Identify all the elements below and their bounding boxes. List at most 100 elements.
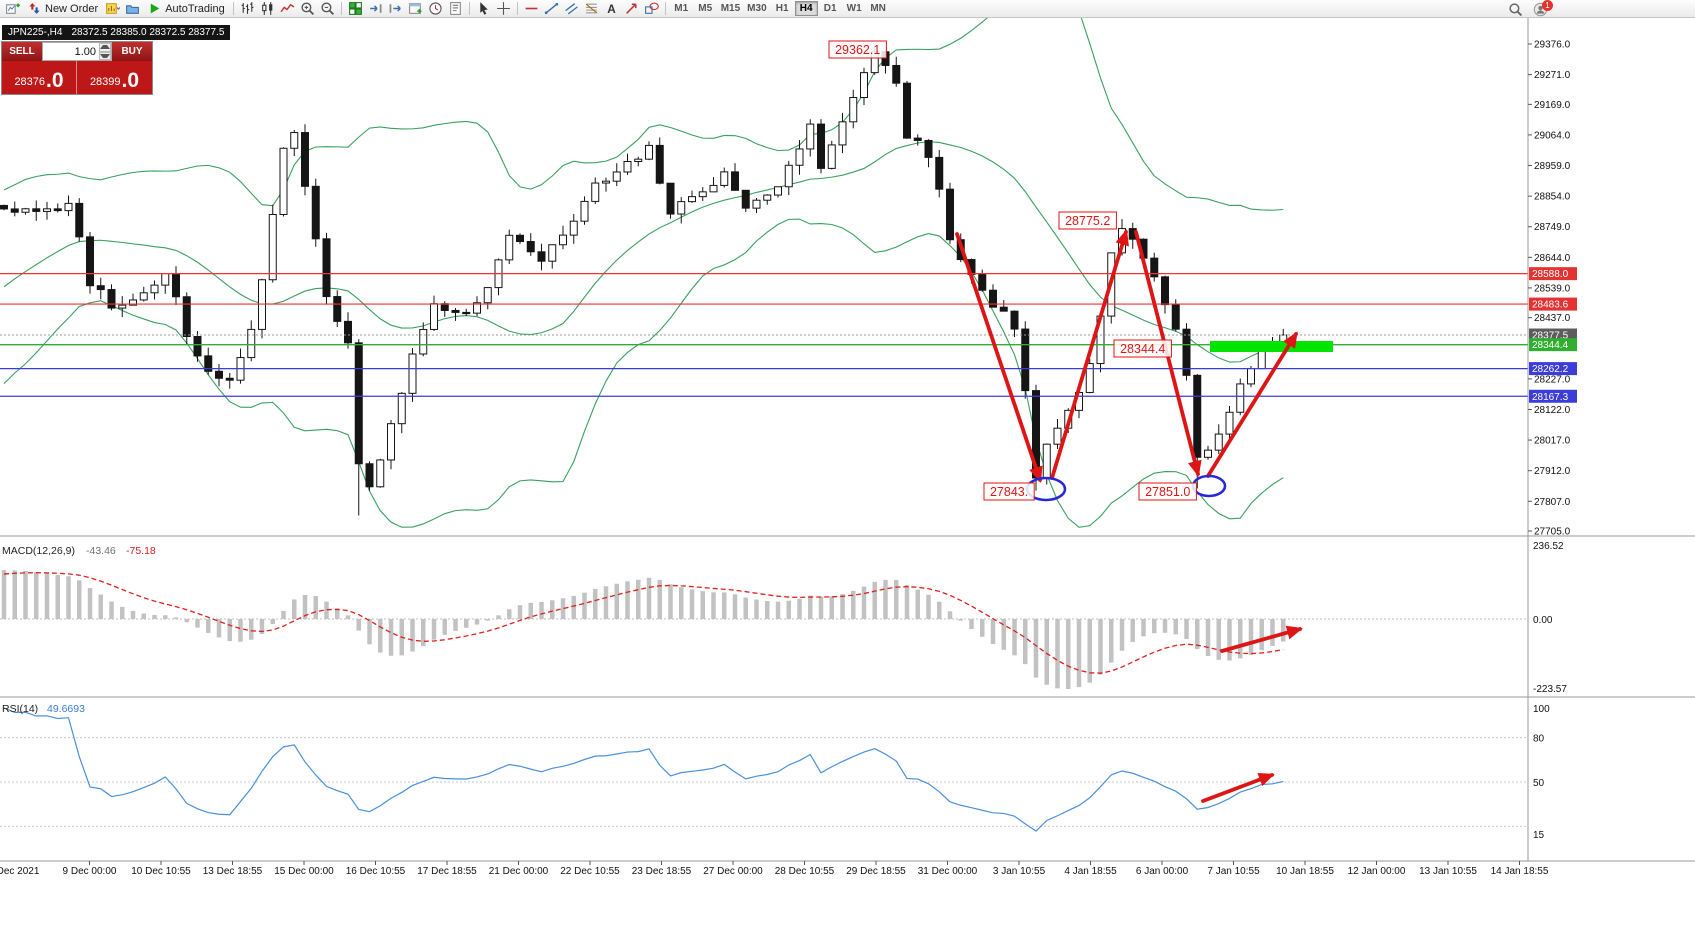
- svg-text:28 Dec 10:55: 28 Dec 10:55: [775, 866, 835, 877]
- chart-shift-button[interactable]: [386, 1, 405, 17]
- new-chart-icon: [6, 3, 20, 14]
- equidistant-channel-icon: [564, 3, 578, 15]
- text-button[interactable]: A: [602, 1, 621, 17]
- auto-scroll-button[interactable]: [366, 1, 385, 17]
- svg-text:28262.2: 28262.2: [1532, 364, 1569, 375]
- trendline-button[interactable]: [542, 1, 561, 17]
- line-chart-icon: [280, 3, 295, 13]
- timeframe-m1-button[interactable]: M1: [670, 1, 693, 16]
- macd-signal-line: [3, 572, 1284, 674]
- sell-button[interactable]: SELL: [2, 42, 42, 61]
- svg-text:80: 80: [1533, 734, 1545, 745]
- volume-down-button[interactable]: [99, 51, 111, 60]
- svg-text:28854.0: 28854.0: [1534, 192, 1571, 203]
- svg-text:Dec 2021: Dec 2021: [0, 866, 40, 877]
- svg-text:28483.6: 28483.6: [1532, 300, 1569, 311]
- buy-price-main: 28399: [89, 76, 121, 88]
- search-button[interactable]: [1506, 1, 1525, 17]
- equidistant-channel-button[interactable]: [562, 1, 581, 17]
- horizontal-line-button[interactable]: [522, 1, 541, 17]
- crosshair-button[interactable]: [494, 1, 513, 17]
- timeframe-w1-button[interactable]: W1: [843, 1, 866, 16]
- toolbar-right: 1: [1506, 0, 1553, 17]
- bollinger-bands-layer: [3, 18, 1284, 528]
- timeframe-m30-button[interactable]: M30: [744, 1, 769, 16]
- bar-chart-icon: [241, 2, 254, 14]
- timeframe-mn-button[interactable]: MN: [867, 1, 890, 16]
- chart-shift-icon: [389, 4, 401, 13]
- bollinger-upper-line: [3, 18, 1284, 211]
- new-chart-button[interactable]: [3, 1, 22, 17]
- timeframe-h1-button[interactable]: H1: [771, 1, 794, 16]
- svg-text:29169.0: 29169.0: [1534, 100, 1571, 111]
- pane-separators: [0, 18, 1695, 862]
- buy-price[interactable]: 28399 .0: [77, 61, 152, 94]
- zoom-in-button[interactable]: [298, 1, 317, 17]
- new-order-label: New Order: [45, 2, 99, 15]
- ohlc-values: 28372.5 28385.0 28372.5 28377.5: [71, 27, 225, 38]
- svg-text:31 Dec 00:00: 31 Dec 00:00: [918, 866, 978, 877]
- timeframe-h4-button[interactable]: H4: [794, 1, 818, 16]
- cursor-button[interactable]: [474, 1, 493, 17]
- svg-text:27807.0: 27807.0: [1534, 497, 1571, 508]
- svg-text:22 Dec 10:55: 22 Dec 10:55: [560, 866, 620, 877]
- timeframe-d1-button[interactable]: D1: [819, 1, 842, 16]
- trade-panel-controls: SELL 1.00 BUY: [2, 42, 152, 61]
- toolbar-separator: [516, 2, 518, 15]
- trend-arrows-layer: [955, 229, 1303, 803]
- svg-text:100: 100: [1533, 704, 1550, 715]
- svg-text:29064.0: 29064.0: [1534, 130, 1571, 141]
- text-icon: A: [607, 3, 616, 16]
- svg-text:15 Dec 00:00: 15 Dec 00:00: [274, 866, 334, 877]
- arrow-tools-button[interactable]: [622, 1, 641, 17]
- svg-text:7 Jan 10:55: 7 Jan 10:55: [1207, 866, 1260, 877]
- cursor-icon: [480, 2, 488, 15]
- line-chart-button[interactable]: [278, 1, 297, 17]
- toolbar-separator: [232, 2, 234, 15]
- svg-text:16 Dec 10:55: 16 Dec 10:55: [346, 866, 406, 877]
- charts-dropdown-button[interactable]: [103, 1, 122, 17]
- tile-windows-icon: [348, 2, 362, 15]
- volume-value[interactable]: 1.00: [74, 45, 96, 58]
- svg-text:236.52: 236.52: [1533, 541, 1564, 552]
- bar-chart-button[interactable]: [238, 1, 257, 17]
- chart-canvas[interactable]: 29376.0 29271.0 29169.0 29064.0 28959.0 28854…: [0, 18, 1695, 949]
- svg-text:6 Jan 00:00: 6 Jan 00:00: [1136, 866, 1189, 877]
- volume-stepper[interactable]: 1.00: [42, 42, 112, 61]
- profiles-button[interactable]: [123, 1, 142, 17]
- svg-text:28344.4: 28344.4: [1120, 342, 1165, 356]
- fibonacci-button[interactable]: [582, 1, 601, 17]
- zoom-out-button[interactable]: [318, 1, 337, 17]
- svg-text:10 Jan 18:55: 10 Jan 18:55: [1276, 866, 1334, 877]
- svg-text:17 Dec 18:55: 17 Dec 18:55: [417, 866, 477, 877]
- volume-up-button[interactable]: [99, 43, 111, 52]
- new-window-button[interactable]: [406, 1, 425, 17]
- one-click-trading-panel: SELL 1.00 BUY 28376 .0 28399 .0: [2, 42, 152, 94]
- notification-badge: 1: [1542, 0, 1553, 11]
- timeframe-m5-button[interactable]: M5: [694, 1, 717, 16]
- profiles-icon: [126, 5, 140, 14]
- buy-button[interactable]: BUY: [112, 42, 152, 61]
- timeframe-m15-button[interactable]: M15: [718, 1, 743, 16]
- symbol-period: JPN225-,H4: [8, 27, 63, 38]
- svg-text:28227.0: 28227.0: [1534, 374, 1571, 385]
- svg-text:28122.0: 28122.0: [1534, 405, 1571, 416]
- sell-price[interactable]: 28376 .0: [2, 61, 77, 94]
- svg-text:50: 50: [1533, 778, 1545, 789]
- new-order-button[interactable]: New Order: [23, 1, 102, 17]
- tile-windows-button[interactable]: [346, 1, 365, 17]
- rsi-line: [3, 707, 1284, 832]
- shapes-button[interactable]: [642, 1, 661, 17]
- toolbar-separator: [340, 2, 342, 15]
- horizontal-line-icon: [525, 7, 538, 10]
- autotrading-button[interactable]: AutoTrading: [143, 1, 229, 17]
- candlestick-button[interactable]: [258, 1, 277, 17]
- toolbar-group-tools: A: [230, 1, 669, 17]
- price-label-annotations-layer: 29362.1 28775.2 28344.4 27843. 27851.0: [828, 40, 1197, 501]
- time-axis: Dec 2021 9 Dec 00:00 10 Dec 10:55 13 Dec 18…: [0, 861, 1549, 877]
- svg-text:27705.0: 27705.0: [1534, 527, 1571, 538]
- account-button[interactable]: 1: [1531, 0, 1553, 17]
- chart-properties-button[interactable]: [446, 1, 465, 17]
- clock-button[interactable]: [426, 1, 445, 17]
- svg-text:29 Dec 18:55: 29 Dec 18:55: [846, 866, 906, 877]
